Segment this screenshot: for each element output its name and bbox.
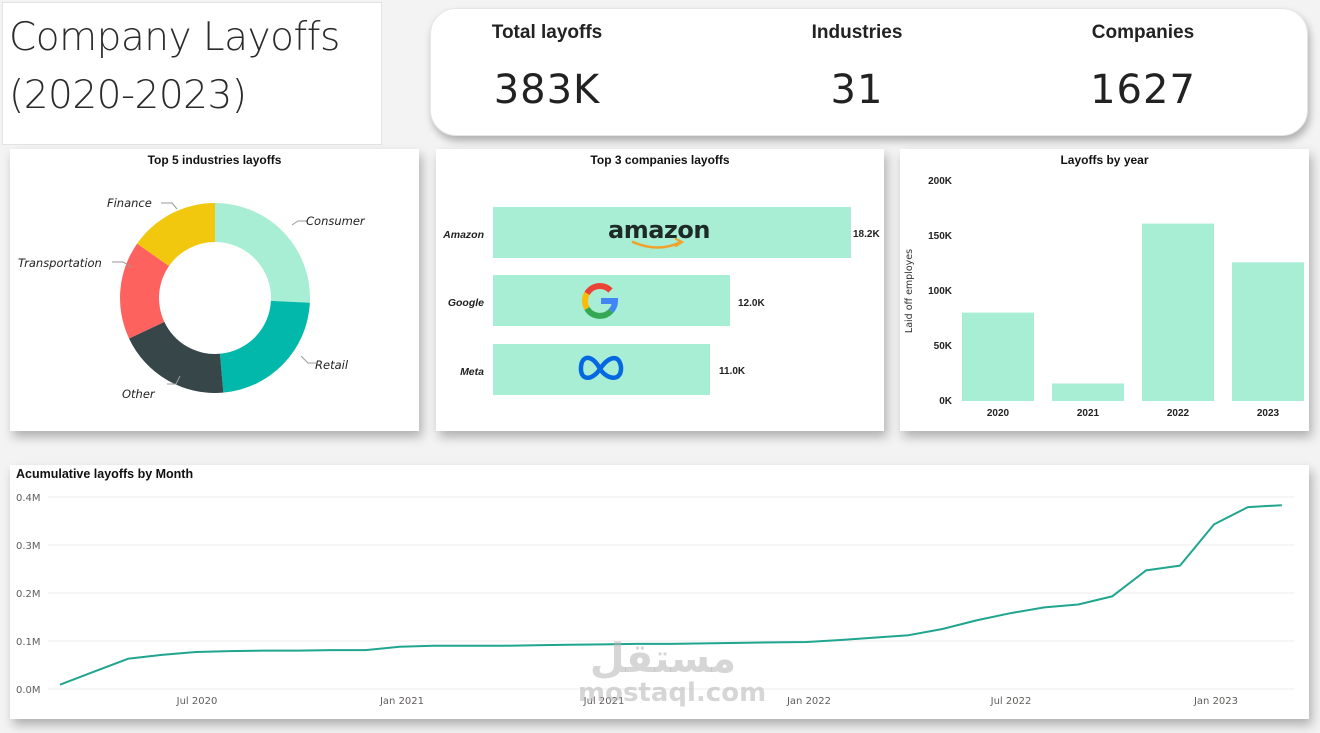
donut-label-finance: Finance (107, 196, 152, 210)
x-tick: Jan 2022 (786, 696, 831, 707)
bar-category-label: Google (448, 297, 484, 309)
layoffs-by-year-chart[interactable]: Layoffs by year Laid off employes 200K 1… (900, 149, 1309, 431)
google-g-logo-icon (582, 282, 619, 319)
kpi-label: Companies (1091, 22, 1195, 43)
chart-title: Acumulative layoffs by Month (16, 467, 194, 481)
donut-slice-consumer[interactable] (215, 203, 310, 303)
kpi-value: 383K (493, 67, 601, 113)
watermark-arabic: مستقل (589, 636, 737, 682)
x-tick: 2020 (987, 408, 1010, 419)
bar-row-amazon[interactable]: Amazon amazon 18.2K (442, 207, 880, 258)
y-tick: 0.4M (16, 493, 41, 504)
bar-row-meta[interactable]: Meta 11.0K (460, 344, 746, 395)
chart-title: Top 5 industries layoffs (147, 153, 282, 167)
x-tick: Jul 2022 (990, 696, 1032, 707)
bar-2023[interactable] (1232, 262, 1304, 401)
cumulative-line[interactable] (59, 504, 1282, 686)
page-title-line-1: Company Layoffs (9, 15, 340, 60)
donut-slice-finance[interactable] (137, 203, 215, 266)
svg-text:amazon: amazon (608, 216, 710, 244)
bar-2020[interactable] (962, 312, 1034, 401)
donut-label-consumer: Consumer (306, 214, 366, 228)
x-tick: Jan 2021 (379, 696, 424, 707)
meta-infinity-logo-icon (578, 355, 624, 380)
y-tick: 100K (928, 286, 953, 297)
bar-category-label: Amazon (442, 229, 484, 241)
chart-title: Layoffs by year (1060, 153, 1149, 167)
kpi-label: Industries (811, 22, 903, 43)
y-axis-title: Laid off employes (904, 249, 915, 333)
bar-amazon[interactable] (493, 207, 851, 258)
kpi-card: Total layoffs 383K Industries 31 Compani… (430, 8, 1308, 136)
cumulative-layoffs-line-chart[interactable]: Acumulative layoffs by Month 0.4M 0.3M 0… (10, 465, 1309, 719)
donut-svg: Consumer Retail Other Transportation Fin… (18, 196, 366, 401)
y-tick: 200K (928, 176, 953, 187)
y-tick: 0.1M (16, 637, 41, 648)
title-card: Company Layoffs (2020-2023) (2, 2, 382, 145)
bar-data-label: 11.0K (719, 366, 746, 377)
donut-label-transportation: Transportation (18, 256, 102, 270)
top-companies-bar-chart[interactable]: Top 3 companies layoffs Amazon amazon 18… (436, 149, 884, 431)
industries-donut-chart[interactable]: Top 5 industries layoffs Consumer Retail… (10, 149, 419, 431)
year-svg: Laid off employes 200K 150K 100K 50K 0K … (904, 176, 1304, 419)
y-tick: 0K (939, 396, 953, 407)
kpi-value: 1627 (1090, 67, 1196, 113)
bar-svg: Amazon amazon 18.2K Google 12.0K (442, 207, 880, 395)
bar-2021[interactable] (1052, 383, 1124, 402)
x-tick: 2022 (1167, 408, 1190, 419)
x-tick: Jan 2023 (1193, 696, 1238, 707)
y-tick: 150K (928, 231, 953, 242)
bar-data-label: 18.2K (853, 229, 880, 240)
kpi-label: Total layoffs (491, 22, 603, 43)
line-svg: 0.4M 0.3M 0.2M 0.1M 0.0M Jul 2020 Jan 20… (16, 493, 1294, 707)
donut-slice-transportation[interactable] (120, 243, 170, 339)
y-tick: 0.2M (16, 589, 41, 600)
donut-slice-retail[interactable] (219, 300, 310, 393)
x-tick: 2023 (1257, 408, 1280, 419)
donut-slice-other[interactable] (129, 321, 224, 393)
amazon-logo-icon: amazon (608, 216, 710, 249)
chart-title: Top 3 companies layoffs (590, 153, 730, 167)
x-tick: Jul 2021 (583, 696, 625, 707)
bar-2022[interactable] (1142, 223, 1214, 401)
bar-data-label: 12.0K (738, 298, 765, 309)
bar-category-label: Meta (460, 366, 484, 378)
x-tick: Jul 2020 (176, 696, 218, 707)
kpi-value: 31 (830, 67, 884, 113)
donut-label-other: Other (122, 387, 156, 401)
bar-row-google[interactable]: Google 12.0K (448, 275, 766, 326)
x-tick: 2021 (1077, 408, 1100, 419)
watermark-latin: mostaql.com (578, 678, 767, 708)
y-tick: 0.3M (16, 541, 41, 552)
y-tick: 50K (934, 341, 953, 352)
page-title-line-2: (2020-2023) (9, 73, 247, 118)
donut-label-retail: Retail (315, 358, 349, 372)
watermark: مستقل mostaql.com (578, 636, 767, 708)
y-tick: 0.0M (16, 685, 41, 696)
